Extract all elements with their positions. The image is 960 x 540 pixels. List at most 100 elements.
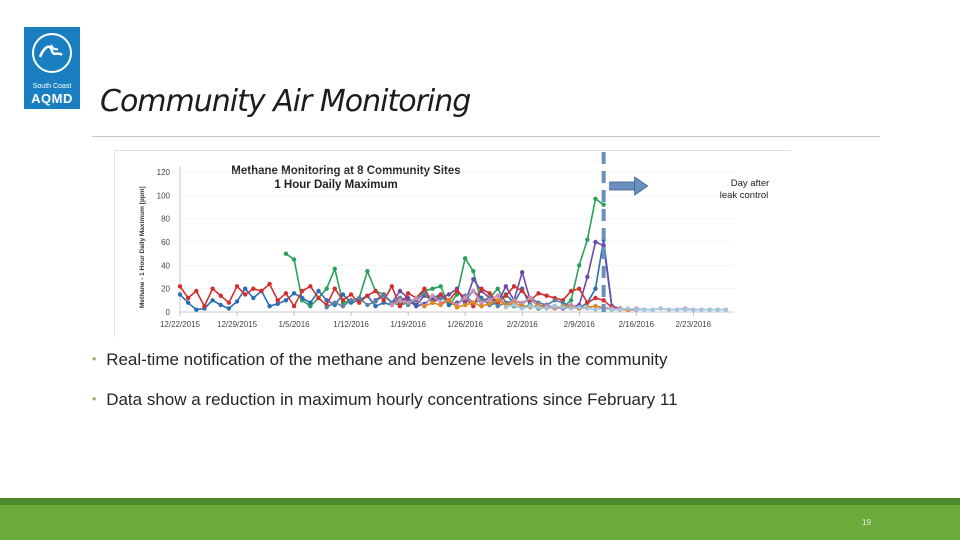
methane-chart: Methane - 1 Hour Daily Maximum [ppm] Met… [139,152,769,329]
annotation-arrow-head [634,176,649,196]
series-point-7 [634,307,639,312]
series-point-3 [210,286,215,291]
series-point-6 [438,302,443,308]
y-tick-label: 120 [157,168,171,177]
series-point-3 [373,288,378,294]
series-point-7 [544,306,549,311]
series-point-2 [446,292,452,297]
series-point-7 [642,307,647,312]
x-tick-label: 2/16/2016 [618,320,654,329]
series-point-0 [577,263,582,268]
series-point-5 [414,295,419,301]
series-point-1 [234,299,240,304]
series-point-4 [422,291,427,296]
series-point-3 [568,288,574,294]
series-point-4 [552,298,557,303]
logo-text-south-coast: South Coast [32,83,72,90]
series-point-7 [699,307,704,312]
annotation-arrow-shaft [609,181,637,191]
series-point-3 [340,298,346,303]
series-point-1 [446,302,452,308]
series-point-6 [430,300,435,305]
series-point-3 [177,284,183,289]
series-point-0 [308,303,313,309]
series-point-0 [438,284,443,289]
series-point-7 [568,306,574,311]
series-point-0 [462,256,468,261]
series-point-3 [300,288,305,294]
series-point-1 [267,303,272,309]
y-tick-label: 100 [157,191,171,200]
series-point-4 [357,295,362,301]
series-point-3 [218,293,223,298]
series-point-1 [373,303,378,309]
series-point-7 [658,306,663,311]
series-point-1 [283,298,289,303]
series-point-1 [340,292,346,297]
series-point-6 [593,303,598,309]
x-tick-label: 12/22/2015 [160,320,201,329]
series-point-4 [381,293,386,298]
page-number: 19 [862,518,871,527]
footer-accent [0,498,960,505]
series-point-0 [568,298,574,303]
wave-icon [38,44,63,58]
series-point-6 [422,303,427,309]
x-tick-label: 1/5/2016 [278,320,310,329]
series-point-5 [430,293,435,298]
series-point-3 [577,286,582,291]
bullet-dot-icon: • [92,392,97,406]
series-point-7 [666,307,672,312]
series-point-1 [177,292,183,297]
series-point-1 [218,302,223,308]
series-point-5 [528,295,533,301]
y-tick-label: 80 [161,215,170,224]
series-point-7 [585,306,590,311]
series-point-7 [511,302,517,308]
series-point-7 [691,307,696,312]
series-point-3 [479,286,484,291]
series-point-4 [365,302,370,308]
series-point-3 [454,288,460,294]
series-point-7 [682,307,688,312]
series-point-1 [226,306,232,311]
series-point-4 [332,300,337,305]
series-point-0 [601,202,606,207]
series-point-2 [503,284,509,289]
bullet-item: • Real-time notification of the methane a… [92,350,668,370]
series-point-7 [528,303,533,309]
series-point-6 [479,303,484,309]
series-point-1 [275,301,280,307]
y-tick-label: 0 [166,308,171,317]
series-point-6 [446,298,452,303]
series-point-3 [381,298,386,303]
series-point-5 [495,293,500,298]
series-point-7 [715,307,720,312]
series-point-3 [511,284,517,289]
series-point-3 [348,292,354,297]
series-point-3 [397,303,403,309]
series-point-6 [454,305,460,310]
bullet-text: Data show a reduction in maximum hourly … [106,390,678,409]
series-point-0 [283,251,289,256]
series-point-4 [560,300,566,305]
series-point-3 [332,286,337,291]
series-point-1 [300,295,305,301]
chart-title: Methane Monitoring at 8 Community Sites [231,165,460,177]
series-point-5 [487,298,492,303]
series-point-3 [471,303,476,309]
series-point-3 [251,286,256,291]
series-point-1 [185,300,191,305]
series-point-3 [283,291,289,296]
series-point-3 [536,291,541,296]
series-point-6 [471,300,476,305]
series-point-5 [389,302,395,308]
logo-emblem [32,33,72,73]
series-point-0 [365,268,370,274]
series-point-4 [373,299,378,304]
series-point-1 [316,288,321,294]
series-point-7 [650,307,655,312]
series-point-7 [707,307,712,312]
series-point-2 [585,274,590,280]
x-tick-label: 2/23/2016 [675,320,711,329]
